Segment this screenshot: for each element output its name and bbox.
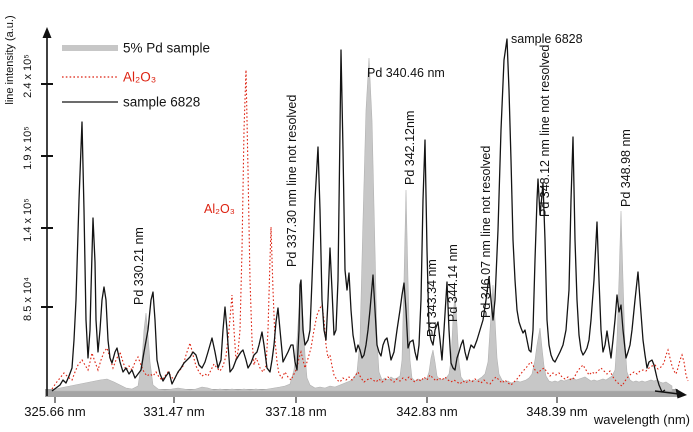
y-tick-label: 2.4 x 10⁵ [22, 54, 34, 98]
peak-annotation: Pd 346.07 nm line not resolved [479, 146, 493, 318]
y-tick-label: 8.5 x 10⁴ [22, 277, 34, 321]
x-tick-label: 325.66 nm [24, 404, 85, 419]
x-tick-label: 342.83 nm [396, 404, 457, 419]
x-tick-label: 331.47 nm [143, 404, 204, 419]
peak-annotation: Pd 330.21 nm [132, 227, 146, 305]
x-axis-title: wavelength (nm) [593, 412, 690, 427]
x-axis-right-arrow-icon [675, 388, 687, 399]
legend-label: 5% Pd sample [123, 41, 210, 56]
y-tick-label: 1.9 x 10⁵ [22, 126, 34, 170]
legend-label: sample 6828 [123, 95, 200, 110]
legend-label: Al₂O₃ [123, 70, 156, 85]
peak-annotation: Pd 343.34 nm [425, 259, 439, 337]
x-tick-label: 348.39 nm [526, 404, 587, 419]
x-tick-label: 337.18 nm [265, 404, 326, 419]
peak-annotation: Pd 344.14 nm [446, 244, 460, 322]
peak-annotation: Al₂O₃ [204, 202, 235, 216]
x-axis-arrow-line [654, 390, 680, 395]
x-axis-bar [45, 389, 678, 397]
peak-annotation: Pd 348.98 nm [619, 129, 633, 207]
series-pd-sample-area [51, 57, 673, 392]
peak-annotation: Pd 337.30 nm line not resolved [285, 95, 299, 267]
legend-swatch-gray-bar [62, 45, 118, 51]
y-axis-up-arrow-icon [42, 27, 52, 38]
y-tick-label: 1.4 x 10⁵ [22, 198, 34, 242]
peak-annotation: Pd 340.46 nm [367, 66, 445, 80]
peak-annotation: sample 6828 [511, 32, 583, 46]
y-axis-title: line intensity (a.u.) [4, 15, 16, 104]
peak-annotation: Pd 342.12nm [403, 111, 417, 185]
peak-annotation: Pd 348.12 nm line not resolved [538, 45, 552, 217]
series-sample-6828-line [51, 38, 666, 393]
